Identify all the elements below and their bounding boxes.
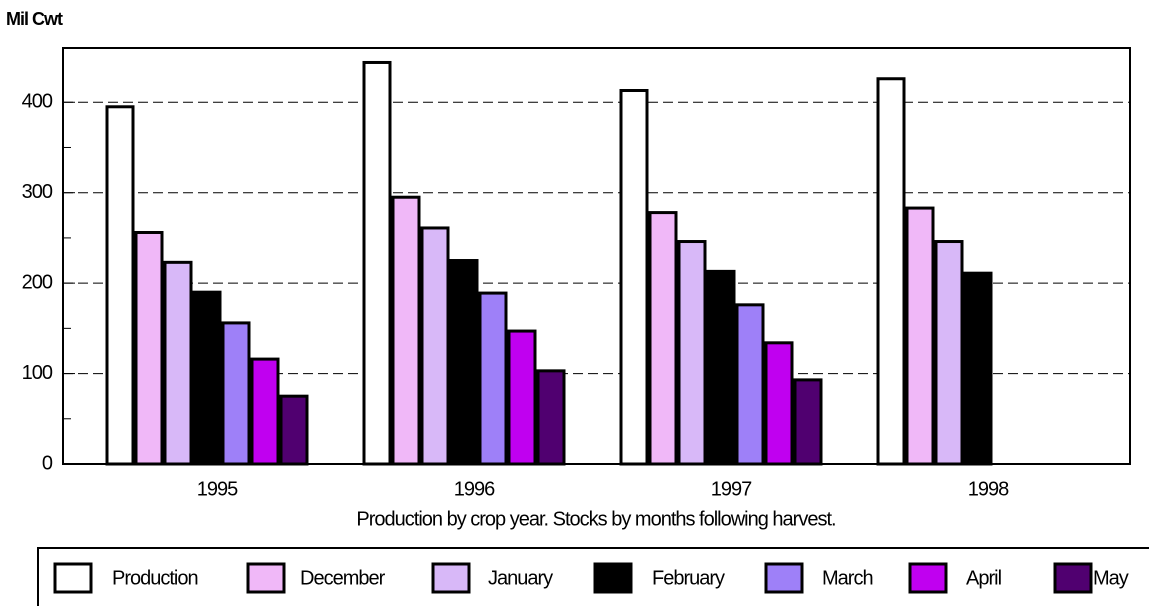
bar <box>134 230 164 466</box>
bar <box>192 290 222 466</box>
legend-box <box>37 547 1149 606</box>
bar <box>677 240 707 466</box>
legend-label: April <box>966 567 1002 589</box>
bar <box>536 369 566 466</box>
legend-label: January <box>488 567 553 589</box>
bar <box>905 206 935 466</box>
x-tick-label: 1998 <box>968 478 1009 500</box>
legend-swatch <box>246 562 286 594</box>
legend-label: March <box>822 567 873 589</box>
bar <box>619 89 649 466</box>
legend-swatch <box>764 562 804 594</box>
legend-swatch <box>53 562 93 594</box>
bar <box>507 329 537 466</box>
bar <box>478 291 508 466</box>
y-tick-label: 300 <box>22 181 53 203</box>
bar <box>250 357 280 466</box>
bar <box>163 260 193 466</box>
plot-frame <box>62 47 1131 465</box>
legend-label: Production <box>112 567 198 589</box>
bar <box>449 259 479 466</box>
legend-label: December <box>300 567 386 589</box>
x-axis-label: Production by crop year. Stocks by month… <box>356 508 835 530</box>
y-tick-label: 400 <box>22 91 53 113</box>
legend-label: February <box>652 567 725 589</box>
bar <box>706 269 736 466</box>
bar <box>648 211 678 466</box>
bar <box>362 60 392 466</box>
legend-swatch <box>908 562 948 594</box>
legend-label: May <box>1093 567 1129 589</box>
bar <box>420 226 450 466</box>
bar <box>735 303 765 466</box>
bar <box>279 394 309 466</box>
x-tick-label: 1997 <box>711 478 752 500</box>
y-tick-label: 0 <box>42 452 53 474</box>
bar <box>963 271 993 466</box>
y-tick-label: 200 <box>22 271 53 293</box>
x-tick-label: 1995 <box>197 478 238 500</box>
x-tick-label: 1996 <box>454 478 495 500</box>
bar <box>105 105 135 466</box>
legend-swatch <box>593 562 633 594</box>
bar <box>764 341 794 466</box>
bar <box>391 195 421 466</box>
legend-swatch <box>431 562 471 594</box>
y-tick-label: 100 <box>22 362 53 384</box>
legend-swatch <box>1053 562 1093 594</box>
bar <box>221 321 251 466</box>
bar <box>793 378 823 466</box>
bar <box>876 77 906 466</box>
bar <box>934 240 964 466</box>
y-axis-label: Mil Cwt <box>6 9 63 29</box>
